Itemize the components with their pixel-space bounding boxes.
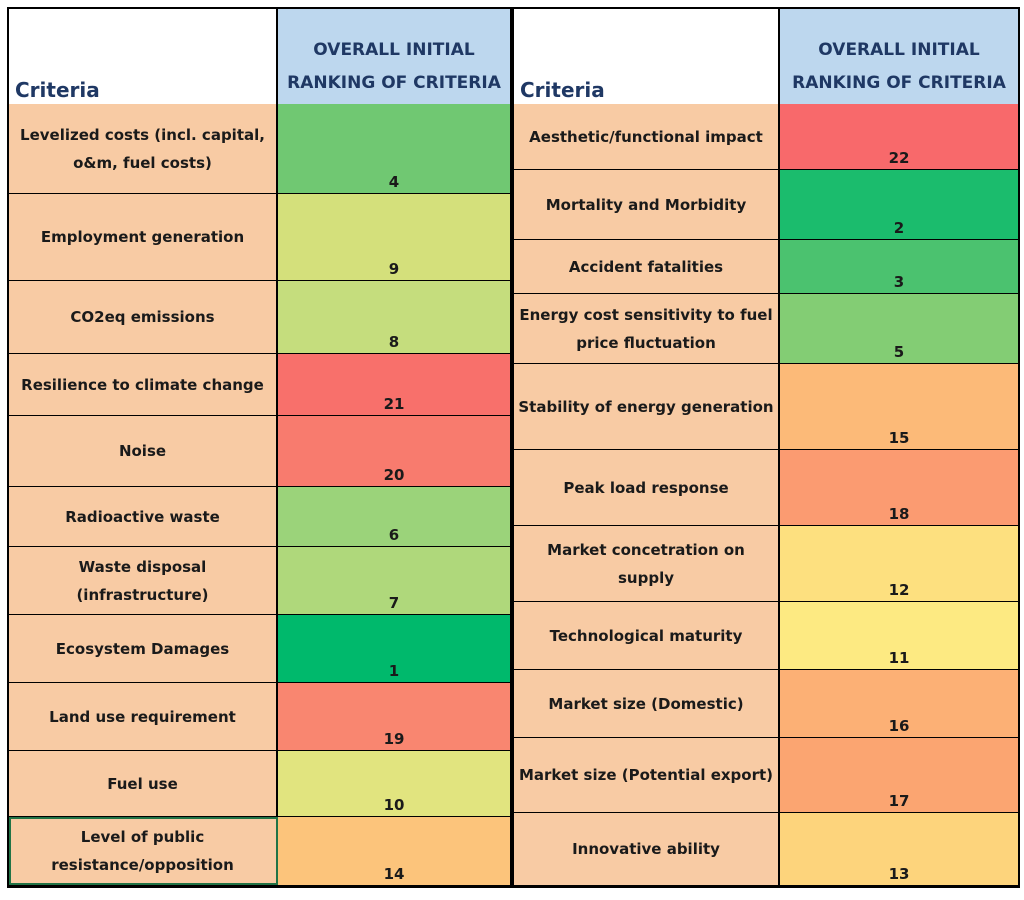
criteria-cell[interactable]: Waste disposal (infrastructure) [9,547,278,614]
table-row: Land use requirement 19 [9,683,510,751]
criteria-header-label: Criteria [520,78,605,102]
table-row: Technological maturity 11 [514,602,1018,670]
table-row: Market size (Domestic) 16 [514,670,1018,738]
criteria-cell[interactable]: CO2eq emissions [9,281,278,353]
rank-cell[interactable]: 21 [278,354,510,415]
criteria-cell[interactable]: Market size (Domestic) [514,670,780,737]
rank-cell[interactable]: 17 [780,738,1018,812]
table-row: Energy cost sensitivity to fuel price fl… [514,294,1018,364]
rank-cell[interactable]: 7 [278,547,510,614]
criteria-cell[interactable]: Mortality and Morbidity [514,170,780,239]
rank-cell[interactable]: 10 [278,751,510,816]
criteria-cell[interactable]: Ecosystem Damages [9,615,278,682]
ranking-header-cell[interactable]: OVERALL INITIAL RANKING OF CRITERIA [278,9,510,104]
criteria-header-cell[interactable]: Criteria [9,9,278,104]
criteria-cell[interactable]: Land use requirement [9,683,278,750]
table-row: Fuel use 10 [9,751,510,817]
ranking-header-cell[interactable]: OVERALL INITIAL RANKING OF CRITERIA [780,9,1018,104]
table-header: Criteria OVERALL INITIAL RANKING OF CRIT… [514,9,1018,106]
rank-cell[interactable]: 19 [278,683,510,750]
criteria-cell[interactable]: Noise [9,416,278,486]
table-row: Accident fatalities 3 [514,240,1018,294]
rank-cell[interactable]: 18 [780,450,1018,525]
rank-cell[interactable]: 12 [780,526,1018,601]
criteria-cell[interactable]: Energy cost sensitivity to fuel price fl… [514,294,780,363]
table-row: Stability of energy generation 15 [514,364,1018,450]
rank-cell[interactable]: 13 [780,813,1018,885]
table-row: Peak load response 18 [514,450,1018,526]
rank-cell[interactable]: 11 [780,602,1018,669]
rank-cell[interactable]: 6 [278,487,510,546]
table-row: Resilience to climate change 21 [9,354,510,416]
criteria-table-left: Criteria OVERALL INITIAL RANKING OF CRIT… [7,7,512,888]
criteria-cell[interactable]: Market size (Potential export) [514,738,780,812]
table-row: Market size (Potential export) 17 [514,738,1018,813]
criteria-cell[interactable]: Accident fatalities [514,240,780,293]
criteria-header-cell[interactable]: Criteria [514,9,780,104]
ranking-header-label: OVERALL INITIAL RANKING OF CRITERIA [792,40,1006,93]
rank-cell[interactable]: 4 [278,104,510,193]
criteria-table-right: Criteria OVERALL INITIAL RANKING OF CRIT… [512,7,1020,888]
table-row: Levelized costs (incl. capital, o&m, fue… [9,104,510,194]
rank-cell[interactable]: 9 [278,194,510,280]
criteria-cell[interactable]: Stability of energy generation [514,364,780,449]
criteria-header-label: Criteria [15,78,100,102]
rank-cell[interactable]: 22 [780,104,1018,169]
table-row: Market concetration on supply 12 [514,526,1018,602]
rank-cell[interactable]: 14 [278,817,510,885]
criteria-cell[interactable]: Radioactive waste [9,487,278,546]
rank-cell[interactable]: 3 [780,240,1018,293]
rank-cell[interactable]: 8 [278,281,510,353]
rank-cell[interactable]: 1 [278,615,510,682]
table-row: Innovative ability 13 [514,813,1018,886]
criteria-cell[interactable]: Level of public resistance/opposition [9,817,278,885]
table-header: Criteria OVERALL INITIAL RANKING OF CRIT… [9,9,510,106]
table-row: Level of public resistance/opposition 14 [9,817,510,886]
criteria-cell[interactable]: Fuel use [9,751,278,816]
rank-cell[interactable]: 15 [780,364,1018,449]
table-row: Mortality and Morbidity 2 [514,170,1018,240]
criteria-cell[interactable]: Innovative ability [514,813,780,885]
criteria-cell[interactable]: Market concetration on supply [514,526,780,601]
criteria-cell[interactable]: Peak load response [514,450,780,525]
ranking-header-label: OVERALL INITIAL RANKING OF CRITERIA [287,40,501,93]
criteria-cell[interactable]: Technological maturity [514,602,780,669]
table-row: Noise 20 [9,416,510,487]
rank-cell[interactable]: 5 [780,294,1018,363]
rank-cell[interactable]: 2 [780,170,1018,239]
criteria-cell[interactable]: Employment generation [9,194,278,280]
table-row: Radioactive waste 6 [9,487,510,547]
table-row: CO2eq emissions 8 [9,281,510,354]
rank-cell[interactable]: 16 [780,670,1018,737]
criteria-cell[interactable]: Resilience to climate change [9,354,278,415]
table-row: Ecosystem Damages 1 [9,615,510,683]
table-row: Waste disposal (infrastructure) 7 [9,547,510,615]
criteria-cell[interactable]: Aesthetic/functional impact [514,104,780,169]
criteria-cell[interactable]: Levelized costs (incl. capital, o&m, fue… [9,104,278,193]
table-row: Aesthetic/functional impact 22 [514,104,1018,170]
rank-cell[interactable]: 20 [278,416,510,486]
table-row: Employment generation 9 [9,194,510,281]
